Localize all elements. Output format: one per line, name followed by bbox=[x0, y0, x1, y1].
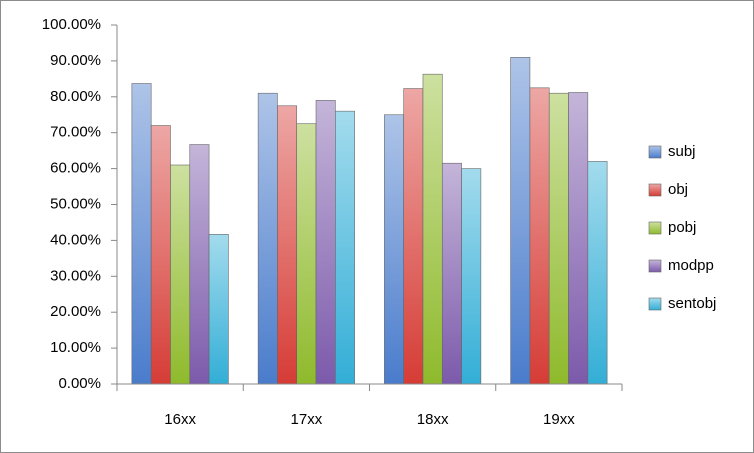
bar bbox=[277, 105, 298, 385]
bar bbox=[315, 100, 336, 385]
bar bbox=[335, 110, 355, 385]
bar bbox=[568, 92, 589, 385]
legend-swatch bbox=[648, 297, 662, 311]
y-tick-label: 0.00% bbox=[58, 375, 101, 392]
bar bbox=[529, 87, 550, 385]
legend-swatch bbox=[648, 183, 662, 197]
y-tick-label: 100.00% bbox=[42, 16, 101, 33]
bar bbox=[208, 233, 229, 385]
legend-label: modpp bbox=[668, 257, 714, 274]
legend-label: pobj bbox=[668, 219, 696, 236]
bar bbox=[189, 144, 210, 385]
legend-label: sentobj bbox=[668, 295, 716, 312]
y-tick-label: 10.00% bbox=[50, 339, 101, 356]
bar bbox=[170, 164, 191, 385]
x-tick-label: 19xx bbox=[543, 411, 575, 428]
y-tick-label: 20.00% bbox=[50, 303, 101, 320]
y-tick-label: 40.00% bbox=[50, 231, 101, 248]
bar bbox=[422, 73, 443, 385]
legend-label: obj bbox=[668, 181, 688, 198]
y-tick-label: 90.00% bbox=[50, 52, 101, 69]
bar bbox=[150, 125, 171, 385]
y-tick-label: 70.00% bbox=[50, 124, 101, 141]
legend-swatch bbox=[648, 145, 662, 159]
x-tick-label: 18xx bbox=[417, 411, 449, 428]
bar bbox=[257, 92, 278, 385]
y-tick-label: 60.00% bbox=[50, 160, 101, 177]
y-tick-label: 30.00% bbox=[50, 267, 101, 284]
legend-swatch bbox=[648, 259, 662, 273]
y-tick-label: 50.00% bbox=[50, 195, 101, 212]
bar bbox=[384, 114, 404, 385]
x-tick-label: 16xx bbox=[164, 411, 196, 428]
x-tick-label: 17xx bbox=[291, 411, 323, 428]
bar bbox=[548, 92, 569, 385]
bar bbox=[587, 161, 608, 385]
bar bbox=[510, 57, 531, 385]
bar bbox=[296, 123, 317, 385]
bar bbox=[441, 162, 462, 385]
y-tick-label: 80.00% bbox=[50, 88, 101, 105]
legend-label: subj bbox=[668, 143, 696, 160]
bar bbox=[461, 168, 482, 385]
bar bbox=[403, 88, 424, 385]
bar bbox=[131, 83, 152, 385]
legend-swatch bbox=[648, 221, 662, 235]
